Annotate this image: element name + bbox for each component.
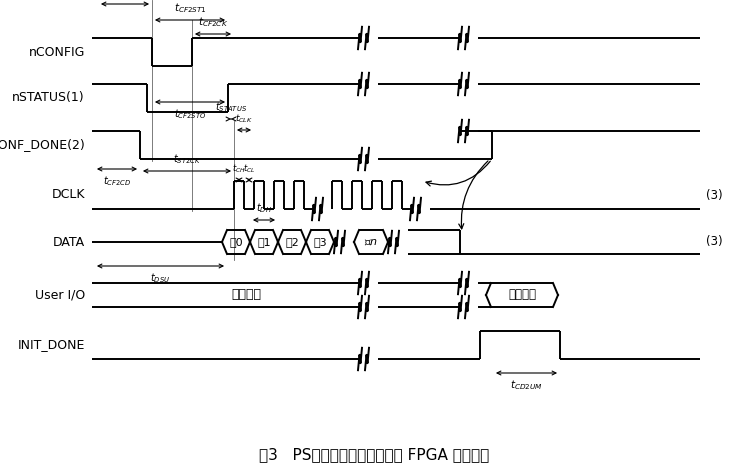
FancyArrowPatch shape — [459, 161, 488, 229]
Text: $t_{\mathit{DSU}}$: $t_{\mathit{DSU}}$ — [150, 271, 171, 285]
Text: INIT_DONE: INIT_DONE — [18, 339, 85, 351]
Text: $t_{\mathit{CH}}$: $t_{\mathit{CH}}$ — [232, 162, 246, 175]
Text: nSTATUS(1): nSTATUS(1) — [13, 91, 85, 105]
Text: 位1: 位1 — [257, 237, 271, 247]
Text: CONF_DONE(2): CONF_DONE(2) — [0, 138, 85, 152]
Text: 图3   PS模式下使用单片机配置 FPGA 的时序图: 图3 PS模式下使用单片机配置 FPGA 的时序图 — [259, 447, 489, 463]
Text: nCONFIG: nCONFIG — [28, 46, 85, 58]
Text: $t_{\mathit{CL}}$: $t_{\mathit{CL}}$ — [243, 162, 255, 175]
Text: User I/O: User I/O — [34, 289, 85, 301]
Text: (3): (3) — [706, 236, 723, 249]
Text: $t_{\mathit{CLK}}$: $t_{\mathit{CLK}}$ — [235, 113, 253, 125]
Text: $t_{\mathit{CD2UM}}$: $t_{\mathit{CD2UM}}$ — [510, 378, 543, 392]
Text: $t_{\mathit{CF2CK}}$: $t_{\mathit{CF2CK}}$ — [198, 15, 228, 29]
Text: $t_{\mathit{CF2ST1}}$: $t_{\mathit{CF2ST1}}$ — [174, 1, 206, 15]
Text: $t_{\mathit{CF2STO}}$: $t_{\mathit{CF2STO}}$ — [174, 107, 206, 121]
Text: $t_{\mathit{STATUS}}$: $t_{\mathit{STATUS}}$ — [215, 100, 247, 114]
Text: 位2: 位2 — [285, 237, 299, 247]
Text: 位0: 位0 — [229, 237, 243, 247]
Text: $t_{\mathit{ST2CK}}$: $t_{\mathit{ST2CK}}$ — [173, 152, 201, 166]
Text: DCLK: DCLK — [52, 188, 85, 202]
Text: 位$n$: 位$n$ — [364, 237, 378, 247]
Text: 高阻状态: 高阻状态 — [231, 289, 261, 301]
Text: 用户模式: 用户模式 — [508, 289, 536, 301]
Text: 位3: 位3 — [313, 237, 327, 247]
FancyArrowPatch shape — [426, 161, 490, 186]
Text: $t_{\mathit{DH}}$: $t_{\mathit{DH}}$ — [256, 201, 272, 215]
Text: (3): (3) — [706, 188, 723, 202]
Text: $t_{\mathit{CF2CD}}$: $t_{\mathit{CF2CD}}$ — [102, 174, 131, 188]
Text: DATA: DATA — [53, 236, 85, 249]
